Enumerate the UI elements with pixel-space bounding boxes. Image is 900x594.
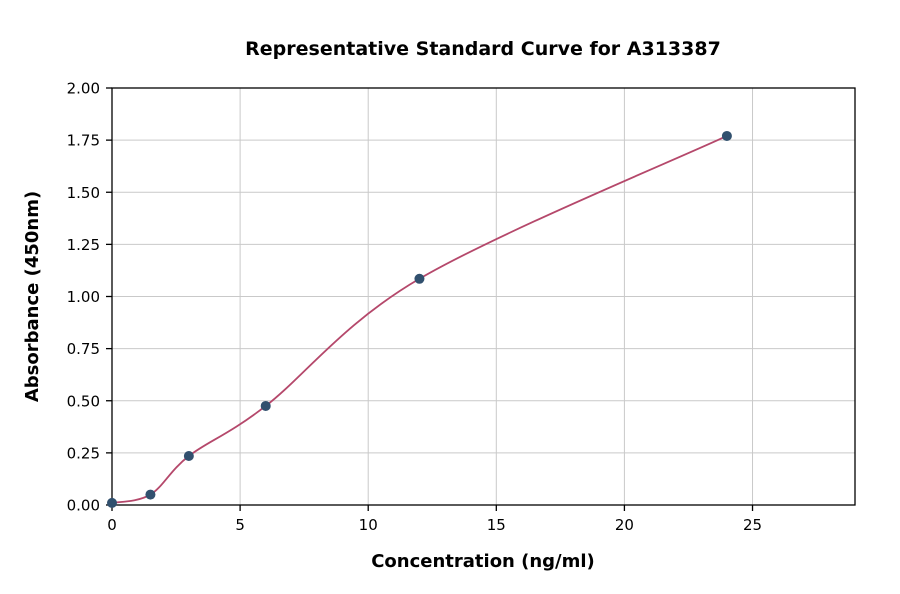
data-point-marker <box>414 273 425 284</box>
y-axis-label: Absorbance (450nm) <box>22 191 43 402</box>
axis-ticks: 0 5 10 15 20 25 0.00 0.25 0.50 0.75 1.00 1.25 1.50 1.… <box>67 80 762 535</box>
x-tick-label: 15 <box>487 516 506 534</box>
x-tick-label: 10 <box>359 516 378 534</box>
data-points-layer <box>107 130 732 508</box>
gridlines <box>111 87 855 506</box>
x-axis-label: Concentration (ng/ml) <box>371 551 595 572</box>
y-tick-label: 0.75 <box>67 340 100 358</box>
standard-curve-line <box>111 135 728 504</box>
y-tick-label: 1.00 <box>67 288 100 306</box>
data-point-marker <box>145 489 156 500</box>
fitted-curve-layer <box>111 135 728 504</box>
x-tick-label: 20 <box>615 516 634 534</box>
plot-border <box>111 87 856 506</box>
y-tick-label: 0.00 <box>67 497 100 515</box>
x-tick-label: 25 <box>743 516 762 534</box>
x-tick-label: 0 <box>107 516 117 534</box>
data-point-marker <box>721 130 732 141</box>
y-tick-label: 1.25 <box>67 236 100 254</box>
data-point-marker <box>260 400 271 411</box>
y-tick-label: 1.75 <box>67 132 100 150</box>
data-point-marker <box>183 451 194 462</box>
chart-title: Representative Standard Curve for A31338… <box>245 38 721 60</box>
data-point-marker <box>107 497 117 508</box>
y-tick-label: 2.00 <box>67 80 100 98</box>
y-tick-label: 1.50 <box>67 184 100 202</box>
x-tick-label: 5 <box>235 516 245 534</box>
y-tick-label: 0.25 <box>67 444 100 462</box>
y-tick-label: 0.50 <box>67 392 100 410</box>
